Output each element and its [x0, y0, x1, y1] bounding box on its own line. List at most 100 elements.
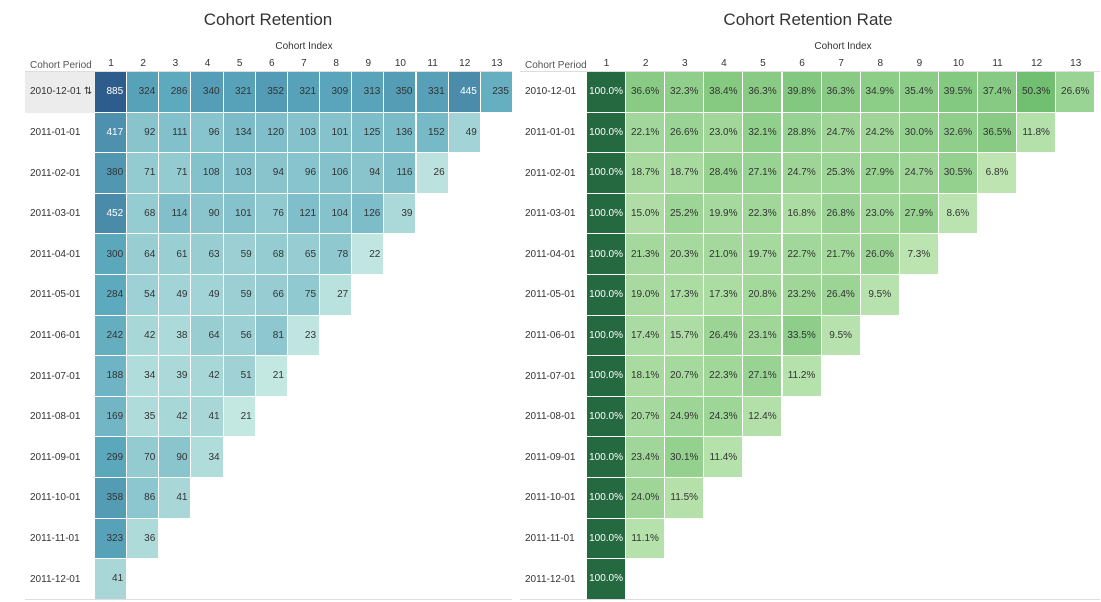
heatmap-cell[interactable]: 11.2% — [782, 356, 822, 397]
heatmap-cell[interactable]: 15.0% — [626, 193, 666, 235]
heatmap-cell[interactable]: 32.3% — [665, 72, 705, 113]
heatmap-cell[interactable]: 37.4% — [978, 72, 1018, 113]
heatmap-cell[interactable]: 324 — [127, 72, 160, 113]
heatmap-cell[interactable]: 24.0% — [626, 478, 666, 519]
heatmap-cell[interactable]: 235 — [480, 72, 513, 113]
heatmap-cell[interactable]: 27.1% — [743, 356, 783, 397]
heatmap-cell[interactable]: 22 — [352, 234, 385, 275]
heatmap-cell[interactable]: 16.8% — [782, 193, 822, 235]
heatmap-cell[interactable]: 78 — [320, 234, 353, 275]
heatmap-cell[interactable]: 152 — [416, 112, 449, 154]
heatmap-cell[interactable]: 26.6% — [1056, 72, 1096, 113]
heatmap-cell[interactable]: 18.7% — [626, 153, 666, 194]
heatmap-cell[interactable]: 417 — [95, 112, 128, 154]
heatmap-cell[interactable]: 11.8% — [1017, 112, 1057, 154]
heatmap-cell[interactable]: 81 — [255, 315, 288, 357]
heatmap-cell[interactable]: 100.0% — [587, 275, 627, 316]
heatmap-cell[interactable]: 17.3% — [704, 275, 744, 316]
heatmap-cell[interactable]: 26.0% — [860, 234, 900, 275]
heatmap-cell[interactable]: 76 — [255, 193, 288, 235]
heatmap-cell[interactable]: 19.0% — [626, 275, 666, 316]
heatmap-cell[interactable]: 68 — [255, 234, 288, 275]
heatmap-cell[interactable]: 12.4% — [743, 396, 783, 438]
heatmap-cell[interactable]: 28.4% — [704, 153, 744, 194]
row-label[interactable]: 2011-08-01 — [525, 411, 576, 423]
heatmap-cell[interactable]: 313 — [352, 72, 385, 113]
heatmap-cell[interactable]: 9.5% — [821, 315, 861, 357]
heatmap-cell[interactable]: 23.0% — [860, 193, 900, 235]
heatmap-cell[interactable]: 100.0% — [587, 234, 627, 275]
heatmap-cell[interactable]: 445 — [448, 72, 481, 113]
heatmap-cell[interactable]: 30.5% — [938, 153, 978, 194]
heatmap-cell[interactable]: 36.3% — [821, 72, 861, 113]
heatmap-cell[interactable]: 125 — [352, 112, 385, 154]
heatmap-cell[interactable]: 340 — [191, 72, 224, 113]
row-label[interactable]: 2011-05-01 — [525, 289, 576, 301]
heatmap-cell[interactable]: 42 — [159, 396, 192, 438]
row-label[interactable]: 2011-05-01 — [30, 289, 81, 301]
heatmap-cell[interactable]: 30.0% — [899, 112, 939, 154]
heatmap-cell[interactable]: 36.3% — [743, 72, 783, 113]
heatmap-cell[interactable]: 39.8% — [782, 72, 822, 113]
heatmap-cell[interactable]: 35 — [127, 396, 160, 438]
heatmap-cell[interactable]: 27 — [320, 275, 353, 316]
heatmap-cell[interactable]: 23.4% — [626, 437, 666, 478]
heatmap-cell[interactable]: 41 — [191, 396, 224, 438]
heatmap-cell[interactable]: 96 — [191, 112, 224, 154]
heatmap-cell[interactable]: 20.8% — [743, 275, 783, 316]
heatmap-cell[interactable]: 64 — [127, 234, 160, 275]
heatmap-cell[interactable]: 885 — [95, 72, 128, 113]
heatmap-cell[interactable]: 352 — [255, 72, 288, 113]
heatmap-cell[interactable]: 299 — [95, 437, 128, 478]
heatmap-cell[interactable]: 108 — [191, 153, 224, 194]
heatmap-cell[interactable]: 21 — [255, 356, 288, 397]
heatmap-cell[interactable]: 104 — [320, 193, 353, 235]
heatmap-cell[interactable]: 42 — [127, 315, 160, 357]
heatmap-cell[interactable]: 64 — [191, 315, 224, 357]
heatmap-cell[interactable]: 120 — [255, 112, 288, 154]
row-label[interactable]: 2011-12-01 — [30, 573, 81, 585]
heatmap-cell[interactable]: 26.4% — [704, 315, 744, 357]
heatmap-cell[interactable]: 126 — [352, 193, 385, 235]
heatmap-cell[interactable]: 18.7% — [665, 153, 705, 194]
heatmap-cell[interactable]: 38.4% — [704, 72, 744, 113]
heatmap-cell[interactable]: 26.8% — [821, 193, 861, 235]
row-label[interactable]: 2011-02-01 — [525, 167, 576, 179]
heatmap-cell[interactable]: 49 — [191, 275, 224, 316]
row-label[interactable]: 2011-01-01 — [30, 126, 81, 138]
heatmap-cell[interactable]: 111 — [159, 112, 192, 154]
heatmap-cell[interactable]: 25.2% — [665, 193, 705, 235]
heatmap-cell[interactable]: 27.9% — [899, 193, 939, 235]
heatmap-cell[interactable]: 6.8% — [978, 153, 1018, 194]
row-label[interactable]: 2011-06-01 — [30, 329, 81, 341]
heatmap-cell[interactable]: 63 — [191, 234, 224, 275]
row-label[interactable]: 2011-07-01 — [30, 370, 81, 382]
row-label[interactable]: 2011-11-01 — [525, 532, 575, 544]
heatmap-cell[interactable]: 33.5% — [782, 315, 822, 357]
heatmap-cell[interactable]: 50.3% — [1017, 72, 1057, 113]
heatmap-cell[interactable]: 51 — [223, 356, 256, 397]
heatmap-cell[interactable]: 96 — [287, 153, 321, 194]
heatmap-cell[interactable]: 39 — [384, 193, 417, 235]
heatmap-cell[interactable]: 23.1% — [743, 315, 783, 357]
heatmap-cell[interactable]: 92 — [127, 112, 160, 154]
heatmap-cell[interactable]: 100.0% — [587, 518, 627, 560]
heatmap-cell[interactable]: 65 — [287, 234, 321, 275]
heatmap-cell[interactable]: 23.0% — [704, 112, 744, 154]
heatmap-cell[interactable]: 11.1% — [626, 518, 666, 560]
heatmap-cell[interactable]: 9.5% — [860, 275, 900, 316]
heatmap-cell[interactable]: 26 — [416, 153, 449, 194]
heatmap-cell[interactable]: 452 — [95, 193, 128, 235]
heatmap-cell[interactable]: 36 — [127, 518, 160, 560]
heatmap-cell[interactable]: 134 — [223, 112, 256, 154]
heatmap-cell[interactable]: 90 — [159, 437, 192, 478]
heatmap-cell[interactable]: 103 — [287, 112, 321, 154]
heatmap-cell[interactable]: 21.3% — [626, 234, 666, 275]
heatmap-cell[interactable]: 36.5% — [978, 112, 1018, 154]
heatmap-cell[interactable]: 34 — [127, 356, 160, 397]
heatmap-cell[interactable]: 15.7% — [665, 315, 705, 357]
heatmap-cell[interactable]: 100.0% — [587, 193, 627, 235]
heatmap-cell[interactable]: 101 — [320, 112, 353, 154]
heatmap-cell[interactable]: 8.6% — [938, 193, 978, 235]
heatmap-cell[interactable]: 24.9% — [665, 396, 705, 438]
